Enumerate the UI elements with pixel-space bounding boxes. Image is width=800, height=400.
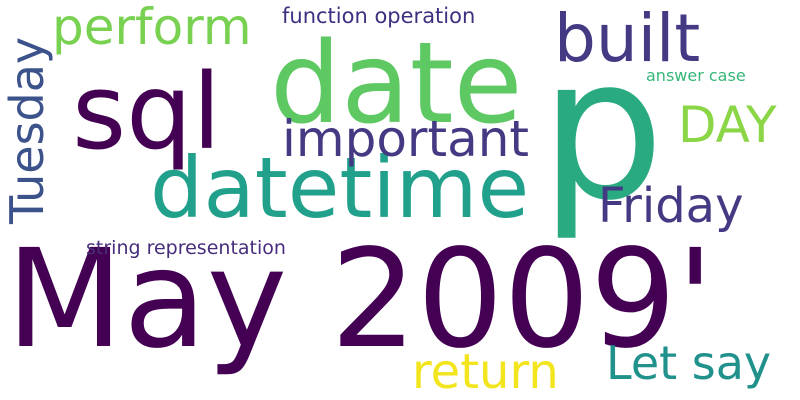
- word-let-say: Let say: [606, 336, 772, 390]
- word-may-2009: May 2009': [6, 221, 714, 379]
- word-datetime: datetime: [150, 139, 530, 237]
- word-day: DAY: [678, 96, 777, 154]
- word-perform: perform: [52, 0, 252, 56]
- word-function-operation: function operation: [282, 4, 476, 28]
- word-date: date: [270, 19, 523, 149]
- word-tuesday: Tuesday: [0, 36, 54, 224]
- word-built: built: [554, 0, 701, 77]
- word-friday: Friday: [598, 178, 744, 234]
- word-p: p: [540, 16, 665, 244]
- word-sql: sql: [72, 51, 222, 173]
- word-answer-case: answer case: [646, 66, 746, 85]
- word-string-representation: string representation: [86, 237, 286, 259]
- word-important: important: [282, 110, 530, 168]
- word-return: return: [412, 344, 559, 400]
